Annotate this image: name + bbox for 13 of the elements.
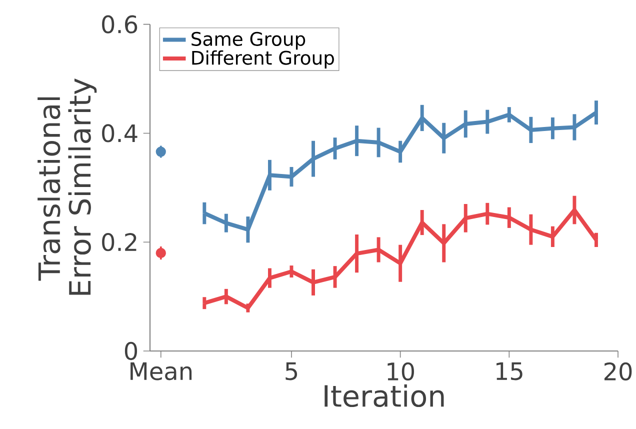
y-tick-label: 0.2 bbox=[102, 233, 136, 252]
y-axis-title: Translational Error Similarity bbox=[38, 78, 97, 295]
y-tick-label: 0.4 bbox=[102, 124, 138, 142]
x-tick-label: 20 bbox=[604, 362, 632, 381]
x-axis-title: Iteration bbox=[324, 384, 444, 408]
x-tick-label: Mean bbox=[130, 362, 192, 380]
y-tick-label: 0.6 bbox=[102, 15, 138, 34]
x-tick-label: 5 bbox=[286, 362, 298, 380]
x-tick-label: 10 bbox=[388, 362, 414, 381]
legend-label: Different Group bbox=[192, 50, 334, 68]
x-tick-label: 15 bbox=[496, 362, 522, 380]
y-tick-label: 0 bbox=[124, 342, 138, 360]
legend-label: Same Group bbox=[192, 32, 306, 50]
